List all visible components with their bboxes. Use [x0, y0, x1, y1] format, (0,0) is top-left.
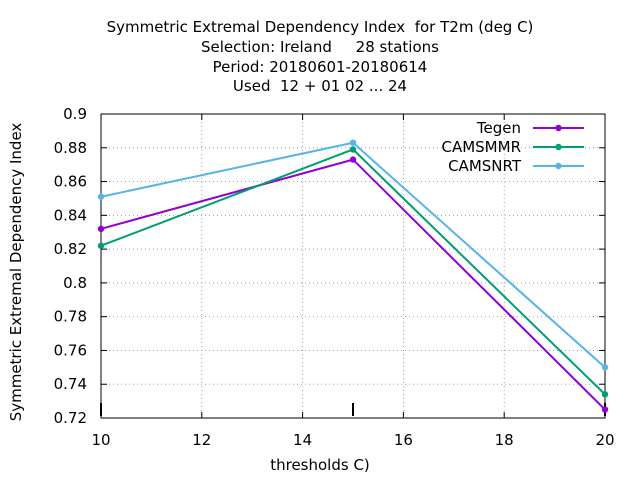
- series-line-tegen: [100, 158, 606, 411]
- y-axis-label: Symmetric Extremal Dependency Index: [7, 122, 25, 422]
- x-tick-label: 20: [595, 431, 614, 449]
- plot-border: [100, 113, 606, 419]
- x-tick-label: 10: [91, 431, 110, 449]
- data-point-camsmmr: [349, 146, 357, 153]
- x-tick-label: 12: [192, 431, 211, 449]
- data-point-camsnrt: [601, 364, 609, 371]
- y-tick-label: 0.84: [54, 206, 87, 224]
- legend-marker: [555, 143, 562, 151]
- data-point-camsnrt: [97, 193, 105, 200]
- x-tick-label: 14: [293, 431, 312, 449]
- x-tick-label: 16: [394, 431, 413, 449]
- x-axis-label: thresholds C): [270, 456, 370, 474]
- y-tick-label: 0.8: [63, 274, 87, 292]
- data-point-camsnrt: [349, 139, 357, 146]
- y-tick-label: 0.72: [54, 409, 87, 427]
- data-point-camsmmr: [97, 242, 105, 249]
- y-tick-label: 0.78: [54, 308, 87, 326]
- title-line-4: Used 12 + 01 02 ... 24: [232, 77, 408, 95]
- legend-label: CAMSMMR: [441, 138, 521, 156]
- legend-label: CAMSNRT: [448, 157, 522, 175]
- y-tick-label: 0.82: [54, 240, 87, 258]
- y-tick-label: 0.88: [54, 139, 87, 157]
- x-tick-label: 18: [495, 431, 514, 449]
- y-tick-label: 0.9: [63, 105, 87, 123]
- data-point-tegen: [349, 156, 357, 163]
- legend-marker: [555, 124, 562, 132]
- legend-marker: [555, 162, 562, 170]
- legend-label: Tegen: [476, 119, 521, 137]
- y-tick-label: 0.86: [54, 173, 87, 191]
- data-point-tegen: [601, 406, 609, 413]
- title-line-1: Symmetric Extremal Dependency Index for …: [106, 18, 534, 36]
- data-point-camsmmr: [601, 391, 609, 398]
- y-tick-label: 0.74: [54, 375, 87, 393]
- y-tick-label: 0.76: [54, 341, 87, 359]
- series-line-camsmmr: [100, 148, 606, 396]
- data-point-tegen: [97, 225, 105, 233]
- title-line-2: Selection: Ireland 28 stations: [201, 38, 439, 56]
- title-line-3: Period: 20180601-20180614: [212, 58, 428, 76]
